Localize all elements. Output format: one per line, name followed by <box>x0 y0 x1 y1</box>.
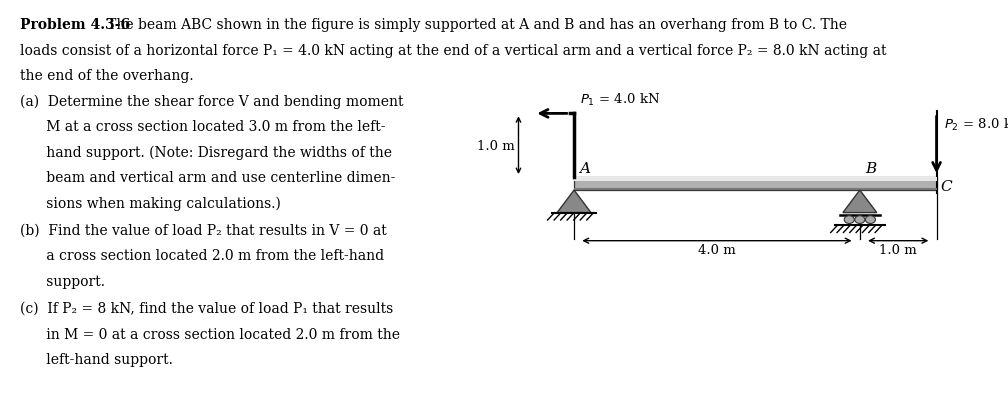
Text: 4.0 m: 4.0 m <box>699 243 736 256</box>
Text: sions when making calculations.): sions when making calculations.) <box>20 196 281 210</box>
Circle shape <box>845 216 854 224</box>
Text: a cross section located 2.0 m from the left-hand: a cross section located 2.0 m from the l… <box>20 249 384 263</box>
Text: the end of the overhang.: the end of the overhang. <box>20 69 194 83</box>
Text: left-hand support.: left-hand support. <box>20 352 172 366</box>
Bar <box>574 178 936 181</box>
Text: (c)  If P₂ = 8 kN, find the value of load P₁ that results: (c) If P₂ = 8 kN, find the value of load… <box>20 301 393 315</box>
Text: (a)  Determine the shear force V and bending moment: (a) Determine the shear force V and bend… <box>20 94 403 109</box>
Text: beam and vertical arm and use centerline dimen-: beam and vertical arm and use centerline… <box>20 171 395 184</box>
Text: The beam ABC shown in the figure is simply supported at A and B and has an overh: The beam ABC shown in the figure is simp… <box>94 18 847 32</box>
Text: C: C <box>940 179 953 193</box>
Text: M at a cross section located 3.0 m from the left-: M at a cross section located 3.0 m from … <box>20 120 385 134</box>
Text: $P_2$ = 8.0 kN: $P_2$ = 8.0 kN <box>944 116 1008 132</box>
Text: hand support. (Note: Disregard the widths of the: hand support. (Note: Disregard the width… <box>20 145 392 160</box>
Text: 1.0 m: 1.0 m <box>477 139 514 152</box>
Text: Problem 4.3-6: Problem 4.3-6 <box>20 18 130 32</box>
Text: 1.0 m: 1.0 m <box>879 243 917 256</box>
Text: support.: support. <box>20 274 105 288</box>
Text: A: A <box>580 162 591 175</box>
Bar <box>574 178 936 191</box>
Polygon shape <box>557 191 591 213</box>
Text: in M = 0 at a cross section located 2.0 m from the: in M = 0 at a cross section located 2.0 … <box>20 327 400 341</box>
Text: loads consist of a horizontal force P₁ = 4.0 kN acting at the end of a vertical : loads consist of a horizontal force P₁ =… <box>20 44 886 58</box>
Circle shape <box>866 216 875 224</box>
Text: (b)  Find the value of load P₂ that results in V = 0 at: (b) Find the value of load P₂ that resul… <box>20 223 387 237</box>
Bar <box>574 189 936 191</box>
Text: $P_1$ = 4.0 kN: $P_1$ = 4.0 kN <box>581 92 660 108</box>
Text: B: B <box>865 162 876 175</box>
Circle shape <box>855 216 865 224</box>
Polygon shape <box>843 191 877 213</box>
